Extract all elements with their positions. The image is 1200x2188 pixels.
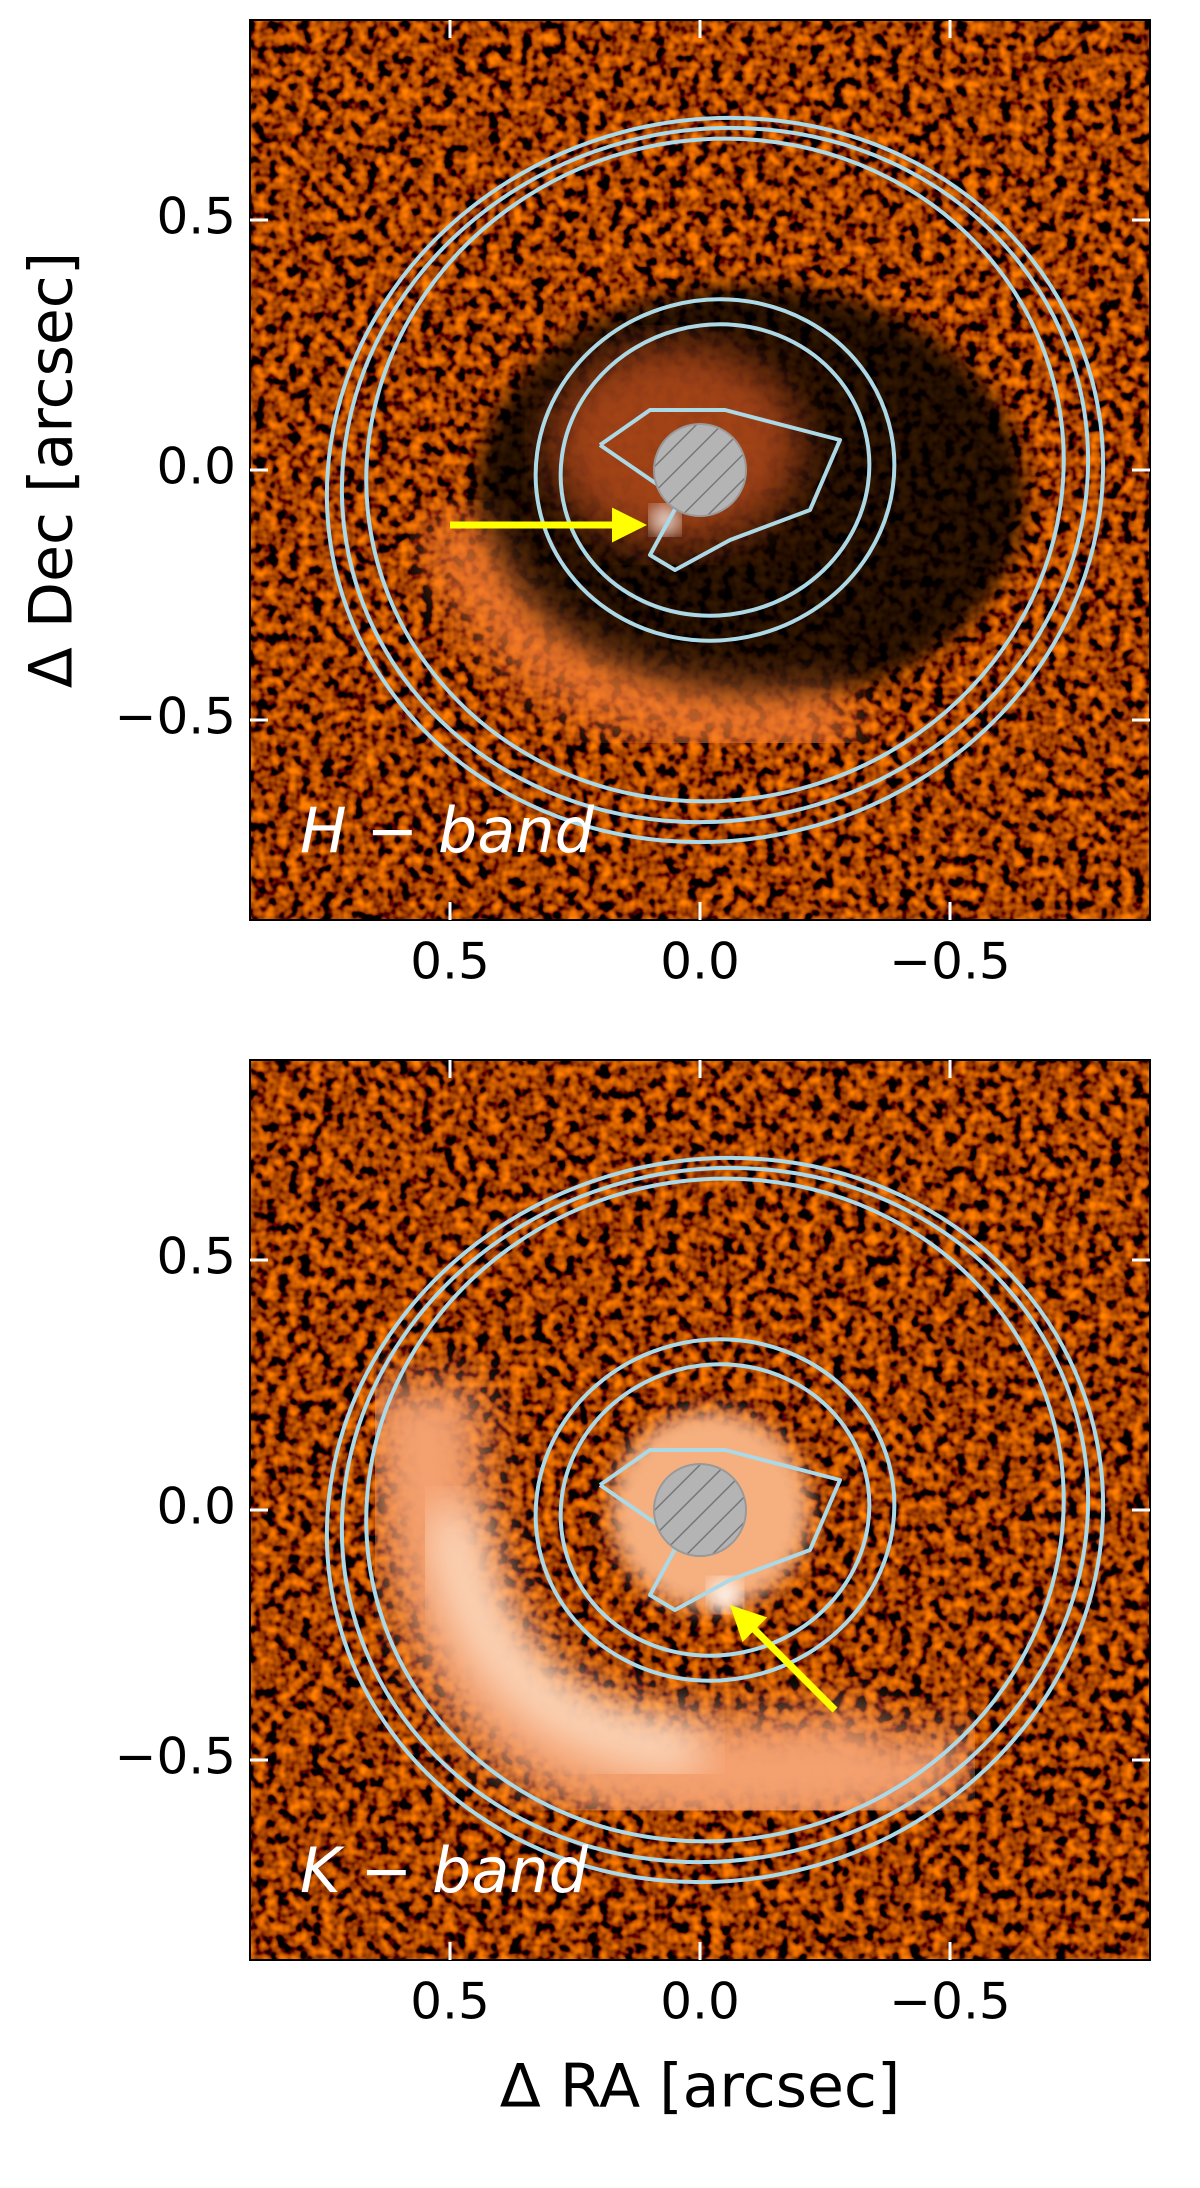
x-tick-label: −0.5 (889, 933, 1010, 991)
contour (533, 1337, 897, 1683)
y-tick-label: −0.5 (115, 688, 236, 746)
panel-annotation: K − band (300, 1834, 589, 1907)
contour (598, 1448, 842, 1612)
coronagraph-mask (653, 1463, 747, 1557)
contour (364, 1176, 1066, 1844)
x-tick-label: 0.0 (660, 933, 740, 991)
y-tick-label: 0.5 (156, 1228, 236, 1286)
contour (533, 297, 897, 643)
y-tick-label: 0.5 (156, 188, 236, 246)
image-panel (250, 1060, 1150, 1960)
image-panel (250, 20, 1150, 920)
y-axis-label: Δ Dec [arcsec] (17, 252, 87, 688)
disk-arc-core (427, 1507, 702, 1773)
contour (364, 136, 1066, 804)
y-tick-label: 0.0 (156, 438, 236, 496)
contour (324, 115, 1106, 845)
y-tick-label: −0.5 (115, 1728, 236, 1786)
contour (558, 322, 872, 618)
arrow (730, 1605, 838, 1713)
contour (324, 1155, 1106, 1885)
x-tick-label: 0.5 (410, 1973, 490, 2031)
panel-annotation: H − band (300, 794, 595, 867)
x-tick-label: −0.5 (889, 1973, 1010, 2031)
coronagraph-mask (653, 423, 747, 517)
x-axis-label: Δ RA [arcsec] (500, 2052, 901, 2122)
contour (339, 1165, 1091, 1865)
x-tick-label: 0.0 (660, 1973, 740, 2031)
contour (339, 125, 1091, 825)
contour (558, 1362, 872, 1658)
contour (598, 408, 842, 572)
x-tick-label: 0.5 (410, 933, 490, 991)
y-tick-label: 0.0 (156, 1478, 236, 1536)
disk-arc (421, 510, 853, 753)
